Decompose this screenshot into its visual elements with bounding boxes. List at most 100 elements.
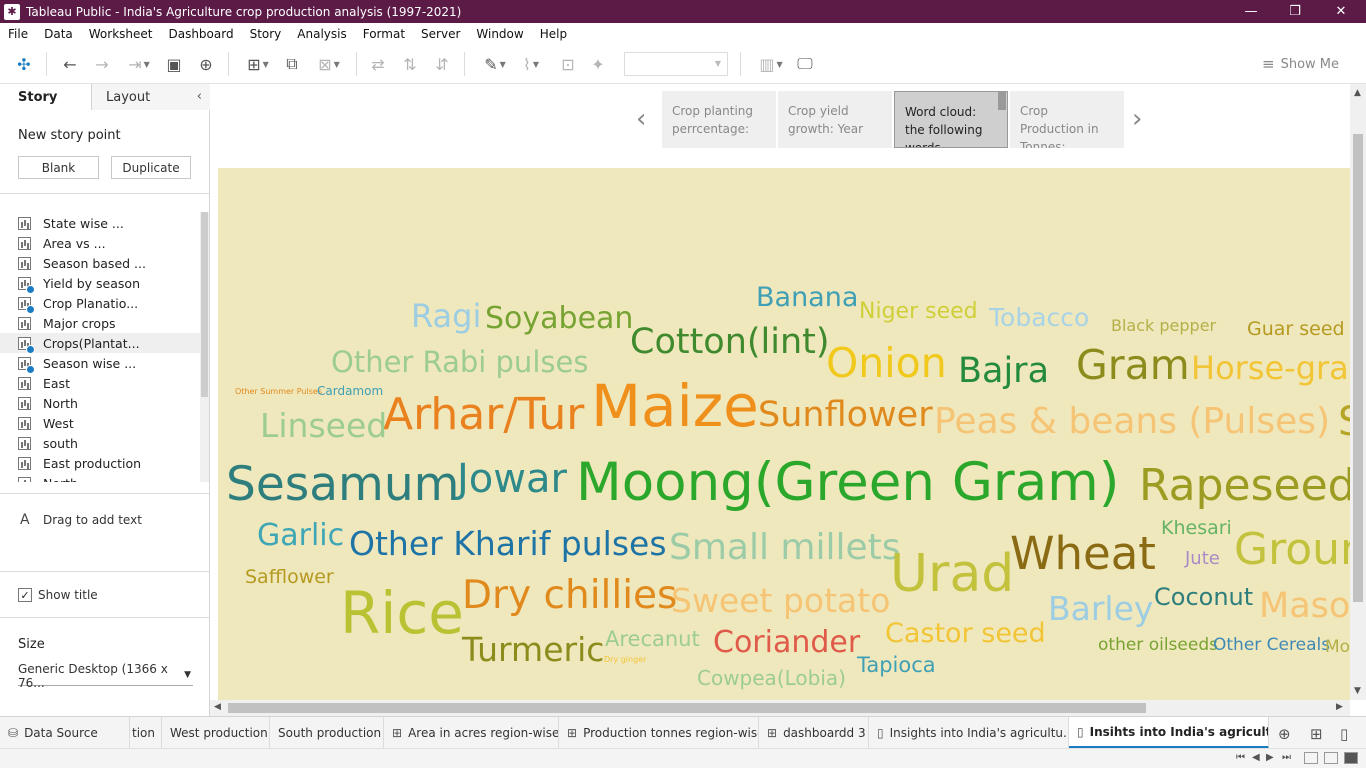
word-cloud-word[interactable]: Other Cereals: [1213, 635, 1331, 655]
sheet-list-item[interactable]: Season based ...: [0, 253, 200, 273]
replay-icon[interactable]: ⇥ ▼: [128, 54, 150, 74]
scroll-down-icon[interactable]: ▼: [1354, 686, 1361, 696]
sheet-list-item[interactable]: East production: [0, 453, 200, 473]
word-cloud-word[interactable]: Soyabean: [485, 301, 634, 336]
word-cloud-word[interactable]: Small millets: [669, 527, 901, 568]
word-cloud-word[interactable]: Garlic: [257, 518, 345, 553]
blank-button[interactable]: Blank: [18, 156, 99, 179]
menu-worksheet[interactable]: Worksheet: [88, 26, 153, 41]
show-filmstrip-icon[interactable]: [1304, 752, 1318, 764]
tab-dashboard[interactable]: ⊞ Production tonnes region-wise: [559, 717, 759, 749]
word-cloud-word[interactable]: Other Summer Pulses: [235, 387, 322, 396]
word-cloud-word[interactable]: Ground: [1234, 524, 1350, 575]
word-cloud-word[interactable]: Sweet potato: [671, 581, 891, 620]
new-worksheet-icon[interactable]: ⊕: [1278, 725, 1291, 743]
menu-file[interactable]: File: [8, 26, 29, 41]
word-cloud-word[interactable]: Coconut: [1154, 583, 1254, 611]
word-cloud-word[interactable]: Mo: [1325, 637, 1350, 657]
word-cloud-word[interactable]: Maize: [591, 372, 759, 440]
swap-icon[interactable]: ⇄: [371, 54, 385, 74]
word-cloud-word[interactable]: Dry chillies: [462, 573, 678, 618]
sheet-list-item[interactable]: Yield by season: [0, 273, 200, 294]
menu-format[interactable]: Format: [362, 26, 406, 41]
word-cloud-word[interactable]: Cotton(lint): [630, 322, 830, 362]
word-cloud-word[interactable]: Niger seed: [859, 299, 978, 324]
word-cloud-word[interactable]: Safflower: [245, 566, 334, 588]
word-cloud-word[interactable]: S: [1338, 402, 1350, 442]
next-story-point-icon[interactable]: ›: [1132, 104, 1143, 134]
sort-descending-icon[interactable]: ⇵: [435, 54, 449, 74]
menu-data[interactable]: Data: [44, 26, 73, 41]
group-icon[interactable]: ⌇ ▼: [523, 54, 539, 74]
sheet-list-scrollbar[interactable]: [200, 212, 209, 482]
sheet-list-item[interactable]: Area vs ...: [0, 233, 200, 253]
menu-dashboard[interactable]: Dashboard: [168, 26, 234, 41]
new-worksheet-icon[interactable]: ⊞ ▼: [247, 54, 269, 74]
menu-server[interactable]: Server: [421, 26, 461, 41]
sheet-list-item[interactable]: Crops(Plantat...: [0, 333, 200, 354]
menu-help[interactable]: Help: [539, 26, 568, 41]
menu-window[interactable]: Window: [476, 26, 524, 41]
minimize-button[interactable]: —: [1244, 4, 1258, 19]
sheet-list-item[interactable]: West: [0, 413, 200, 433]
collapse-pane-icon[interactable]: ‹: [196, 89, 202, 104]
scroll-left-icon[interactable]: ◀: [214, 702, 221, 712]
first-sheet-icon[interactable]: ⏮: [1236, 752, 1245, 763]
pin-icon[interactable]: ✦: [591, 54, 605, 74]
scroll-up-icon[interactable]: ▲: [1354, 88, 1361, 98]
word-cloud-word[interactable]: Castor seed: [885, 618, 1046, 649]
sort-ascending-icon[interactable]: ⇅: [403, 54, 417, 74]
sheet-list-item[interactable]: North: [0, 473, 200, 482]
word-cloud-word[interactable]: Sesamum: [226, 457, 460, 512]
fit-dropdown[interactable]: ▼: [624, 52, 728, 76]
menu-analysis[interactable]: Analysis: [297, 26, 347, 41]
word-cloud-word[interactable]: Barley: [1048, 589, 1154, 628]
word-cloud-word[interactable]: Cowpea(Lobia): [697, 666, 846, 690]
word-cloud-word[interactable]: Linseed: [260, 406, 388, 445]
canvas-horizontal-scrollbar[interactable]: ◀ ▶: [210, 700, 1350, 716]
tab-dashboard[interactable]: ⊞ dashboardd 3: [759, 717, 869, 749]
duplicate-sheet-icon[interactable]: ⧉: [286, 54, 298, 73]
previous-sheet-icon[interactable]: ◀: [1252, 752, 1260, 763]
menu-story[interactable]: Story: [249, 26, 282, 41]
sheet-list-item[interactable]: Major crops: [0, 313, 200, 333]
label-icon[interactable]: ⊡: [561, 54, 575, 74]
sheet-list-item[interactable]: south: [0, 433, 200, 453]
new-data-source-icon[interactable]: ⊕: [199, 54, 213, 74]
story-point-4[interactable]: Crop Production in Tonnes:: [1010, 91, 1124, 148]
word-cloud-word[interactable]: Dry ginger: [604, 655, 647, 664]
word-cloud-word[interactable]: Tapioca: [857, 653, 936, 677]
word-cloud-word[interactable]: Peas & beans (Pulses): [934, 401, 1331, 442]
word-cloud-word[interactable]: Wheat: [1010, 527, 1156, 580]
sheet-list-item[interactable]: Crop Planatio...: [0, 293, 200, 314]
word-cloud-word[interactable]: Other Kharif pulses: [349, 524, 667, 563]
word-cloud-word[interactable]: Bajra: [958, 351, 1050, 391]
restore-button[interactable]: ❐: [1289, 4, 1301, 19]
tab-sheet[interactable]: West production: [162, 717, 270, 749]
tab-story-active[interactable]: ▯ Insihts into India's agricultt...: [1069, 717, 1269, 749]
previous-story-point-icon[interactable]: ‹: [636, 104, 647, 134]
word-cloud-word[interactable]: Guar seed: [1247, 318, 1345, 340]
word-cloud-word[interactable]: Banana: [756, 282, 859, 313]
new-dashboard-icon[interactable]: ⊞: [1310, 725, 1323, 743]
word-cloud-word[interactable]: Other Rabi pulses: [331, 345, 589, 379]
word-cloud-word[interactable]: Urad: [890, 544, 1015, 604]
word-cloud-word[interactable]: Rapeseed: [1139, 460, 1350, 511]
word-cloud-word[interactable]: Ragi: [411, 297, 482, 335]
word-cloud-word[interactable]: Coriander: [713, 625, 861, 660]
word-cloud-word[interactable]: Arecanut: [605, 627, 700, 651]
redo-icon[interactable]: →: [95, 54, 109, 74]
word-cloud-word[interactable]: Onion: [826, 339, 947, 387]
word-cloud-word[interactable]: Khesari: [1161, 517, 1232, 539]
sheet-list-item[interactable]: East: [0, 373, 200, 393]
clear-sheet-icon[interactable]: ⊠ ▼: [318, 54, 340, 74]
story-point-2[interactable]: Crop yield growth: Year: [778, 91, 892, 148]
canvas-vertical-scrollbar[interactable]: ▲ ▼: [1350, 84, 1366, 700]
tab-story[interactable]: ▯ Insights into India's agricultu...: [869, 717, 1069, 749]
presentation-mode-icon[interactable]: 🖵: [797, 54, 813, 73]
show-sheet-sorter-icon[interactable]: [1324, 752, 1338, 764]
story-point-1[interactable]: Crop planting perrcentage:: [662, 91, 776, 148]
sheet-list-item[interactable]: State wise ...: [0, 213, 200, 233]
tab-layout[interactable]: Layout ‹: [92, 84, 210, 110]
word-cloud-word[interactable]: Tobacco: [989, 303, 1090, 332]
